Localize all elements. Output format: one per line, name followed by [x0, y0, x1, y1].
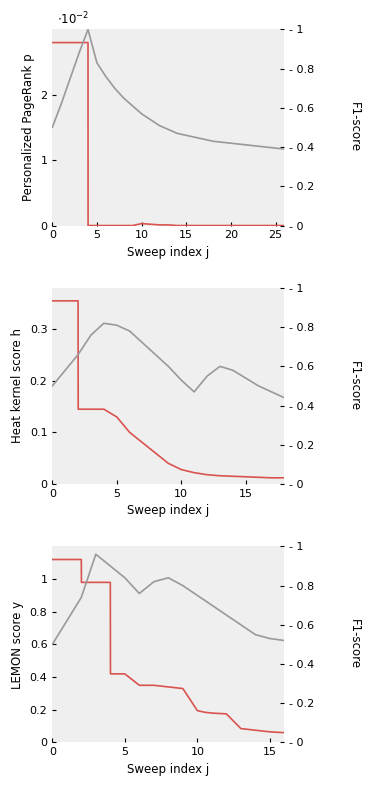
- X-axis label: Sweep index j: Sweep index j: [127, 246, 209, 259]
- X-axis label: Sweep index j: Sweep index j: [127, 763, 209, 776]
- Y-axis label: F1-score: F1-score: [348, 619, 361, 670]
- Y-axis label: Personalized PageRank p: Personalized PageRank p: [22, 54, 35, 201]
- Y-axis label: LEMON score y: LEMON score y: [11, 600, 24, 689]
- Y-axis label: F1-score: F1-score: [348, 102, 361, 153]
- Y-axis label: Heat kernel score h: Heat kernel score h: [11, 328, 24, 444]
- X-axis label: Sweep index j: Sweep index j: [127, 504, 209, 517]
- Text: $\cdot10^{-2}$: $\cdot10^{-2}$: [57, 11, 89, 28]
- Y-axis label: F1-score: F1-score: [348, 361, 361, 411]
